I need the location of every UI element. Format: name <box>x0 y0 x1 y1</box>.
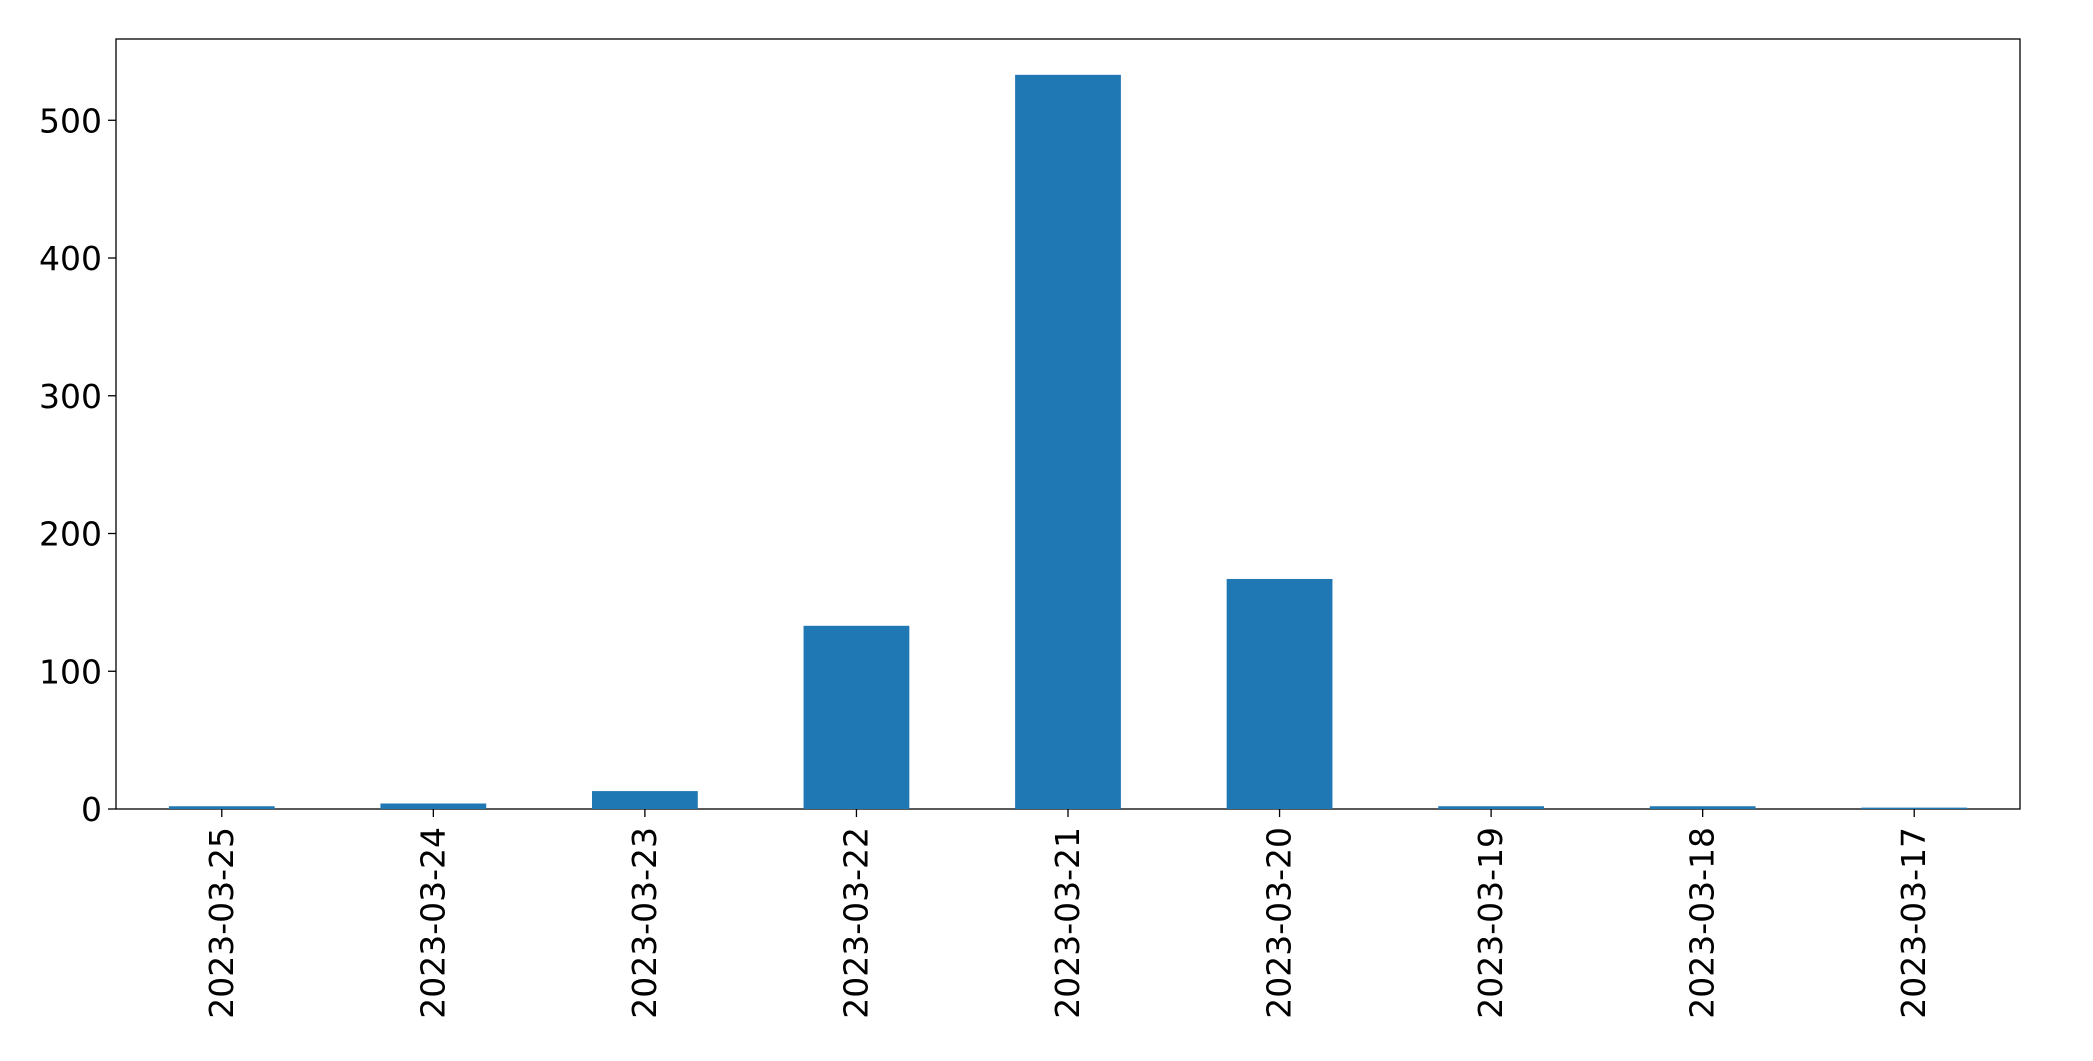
bar-2023-03-17 <box>1861 807 1968 809</box>
bars-group <box>168 74 1968 809</box>
y-tick-label: 200 <box>39 515 102 554</box>
bar-2023-03-19 <box>1438 806 1544 809</box>
x-tick-label: 2023-03-18 <box>1683 827 1722 1019</box>
y-tick-label: 400 <box>39 239 102 278</box>
x-tick-label: 2023-03-21 <box>1048 827 1087 1019</box>
bar-2023-03-25 <box>168 806 275 809</box>
x-axis: 2023-03-25 2023-03-24 2023-03-23 2023-03-22… <box>202 809 1933 1019</box>
x-tick-label: 2023-03-20 <box>1260 827 1299 1019</box>
bar-2023-03-18 <box>1649 806 1756 809</box>
x-tick-label: 2023-03-17 <box>1894 827 1933 1019</box>
bar-2023-03-23 <box>592 791 698 809</box>
bar-2023-03-21 <box>1015 74 1121 809</box>
x-tick-label: 2023-03-22 <box>836 827 875 1019</box>
x-tick-label: 2023-03-19 <box>1471 827 1510 1019</box>
bar-2023-03-24 <box>380 803 487 809</box>
y-tick-label: 300 <box>39 377 102 416</box>
x-tick-label: 2023-03-24 <box>413 827 452 1019</box>
x-tick-label: 2023-03-23 <box>625 827 664 1019</box>
bar-2023-03-22 <box>803 625 910 809</box>
y-tick-label: 500 <box>39 101 102 140</box>
y-tick-label: 100 <box>39 652 102 691</box>
y-tick-label: 0 <box>81 790 102 829</box>
bar-2023-03-20 <box>1226 578 1333 809</box>
x-tick-label: 2023-03-25 <box>202 827 241 1019</box>
y-axis: 0 100 200 300 400 500 <box>39 101 116 829</box>
